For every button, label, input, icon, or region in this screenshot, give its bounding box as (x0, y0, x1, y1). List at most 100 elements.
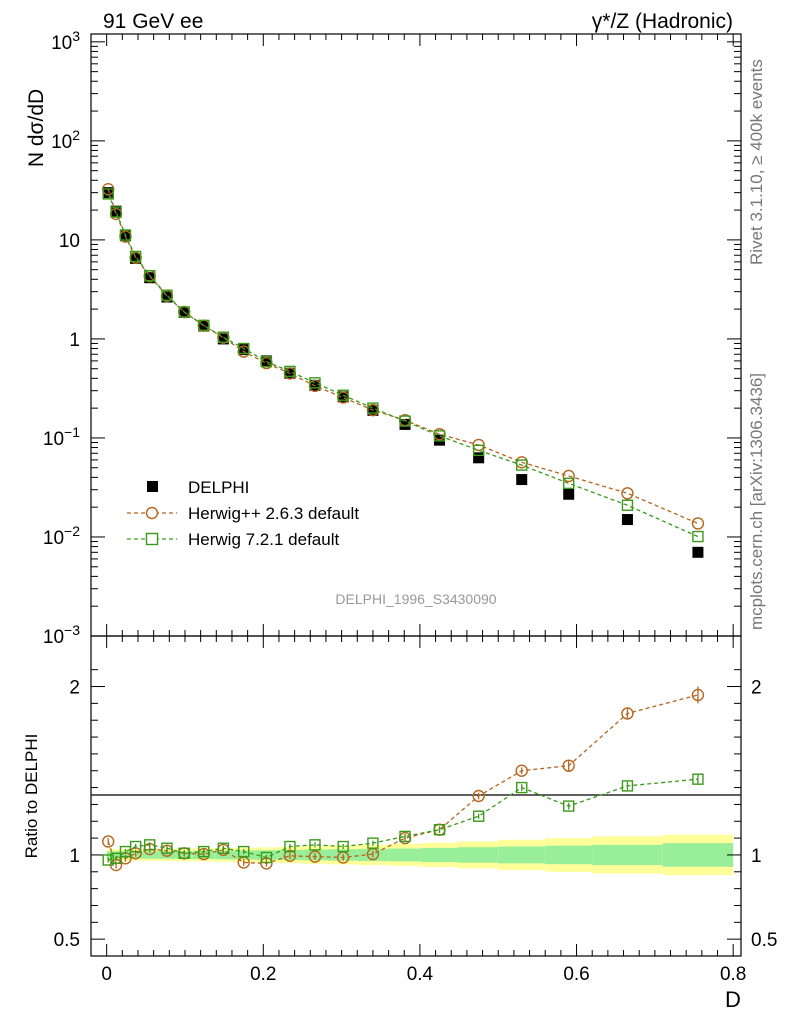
ratio-herwig7-point (161, 842, 173, 854)
band-inner-bin (388, 848, 422, 862)
main-herwig7-point (102, 188, 114, 200)
main-herwig7-point (198, 319, 210, 332)
x-tick-label: 0.8 (720, 964, 746, 985)
band-inner-bin (421, 847, 458, 863)
ratio-herwig7-point (621, 780, 634, 792)
main-delphi-point (399, 418, 411, 430)
band-inner-bin (498, 846, 546, 864)
band-inner-bin (231, 850, 256, 860)
ratio-herwigpp-point (283, 849, 297, 862)
ratio-herwig7-point (472, 810, 485, 822)
ratio-herwig7-point (309, 839, 321, 851)
main-y-tick-label: 10 (59, 231, 80, 252)
ratio-herwig7-point (692, 773, 704, 785)
ratio-herwigpp-point (621, 707, 634, 720)
main-herwig7-point (178, 306, 190, 318)
x-tick-label: 0 (101, 964, 112, 985)
ratio-herwig7-point (110, 852, 122, 865)
main-delphi-point (692, 546, 704, 558)
main-herwig7-point (309, 377, 321, 389)
main-y-tick-label: 10−2 (43, 523, 80, 549)
main-herwig7-point (621, 499, 634, 511)
main-delphi-point (217, 333, 229, 345)
main-herwig7-point (284, 365, 296, 378)
main-herwig7-point (260, 355, 273, 368)
band-inner-bin (158, 851, 176, 859)
band-inner-bin (457, 847, 499, 863)
main-delphi-point (621, 514, 633, 526)
x-tick-label: 0.2 (250, 964, 276, 985)
ratio-herwig7-point (337, 840, 349, 853)
main-herwig7-point (129, 250, 142, 263)
ratio-herwig7-point (178, 847, 190, 859)
ratio-herwig7-point (260, 851, 273, 864)
main-herwig7-point (119, 229, 132, 241)
main-series-layer (102, 183, 705, 558)
main-herwig7-point (161, 289, 173, 301)
legend-delphi-label: DELPHI (188, 478, 249, 497)
mcplots-label: mcplots.cern.ch [arXiv:1306.3436] (747, 373, 766, 630)
x-tick-label: 0.4 (407, 964, 434, 985)
ratio-herwig7-point (367, 837, 379, 849)
ratio-herwig7-point (102, 854, 114, 866)
ratio-herwigpp-point (691, 688, 705, 702)
ratio-herwigpp-point (562, 759, 575, 772)
ratio-herwig7-point (129, 840, 142, 853)
band-inner-bin (327, 849, 358, 861)
band-inner-bin (111, 851, 121, 859)
ratio-y-tick-label-right: 0.5 (751, 930, 777, 951)
main-herwig7-point (692, 530, 704, 543)
main-herwig7-point (472, 444, 485, 457)
main-herwig7-point (238, 342, 250, 355)
main-delphi-point (337, 391, 349, 403)
legend-herwig7-marker (145, 532, 159, 546)
ratio-herwigpp-point (515, 764, 528, 777)
main-herwig7-line (107, 193, 699, 538)
legend: DELPHI Herwig++ 2.6.3 default Herwig 7.2… (127, 478, 359, 549)
main-herwigpp-point (691, 517, 705, 530)
ratio-y-tick-label: 2 (69, 678, 80, 699)
main-delphi-point (144, 272, 156, 284)
legend-herwigpp-marker (145, 506, 159, 520)
main-herwig7-point (144, 269, 156, 282)
ratio-y-axis-label: Ratio to DELPHI (22, 734, 41, 859)
ratio-y-tick-label-right: 1 (751, 846, 762, 867)
header-right-label: γ*/Z (Hadronic) (592, 10, 733, 33)
ratio-herwigpp-point (308, 850, 322, 863)
ratio-herwig7-point (563, 800, 575, 812)
main-y-tick-label: 10−1 (43, 424, 80, 450)
ratio-y-tick-label: 0.5 (54, 930, 80, 951)
main-delphi-point (102, 187, 114, 199)
main-delphi-point (110, 205, 122, 217)
ratio-herwig7-point (217, 842, 230, 854)
main-herwig7-point (217, 331, 230, 343)
main-delphi-point (563, 488, 575, 500)
ratio-herwig7-point (144, 839, 156, 851)
main-herwig7-point (337, 389, 349, 401)
main-herwig7-point (110, 206, 122, 218)
ratio-herwig7-point (238, 845, 250, 858)
x-tick-label: 0.6 (563, 964, 589, 985)
legend-herwig7-label: Herwig 7.2.1 default (188, 530, 339, 549)
rivet-version-label: Rivet 3.1.10, ≥ 400k events (747, 59, 766, 265)
main-herwig7-point (399, 415, 411, 427)
ratio-y-tick-label-right: 2 (751, 678, 762, 699)
main-delphi-point (238, 344, 250, 356)
main-y-axis-label: N dσ/dD (25, 89, 48, 167)
main-y-tick-label: 1 (69, 330, 80, 351)
main-delphi-point (161, 291, 173, 303)
ratio-herwig7-point (399, 830, 411, 843)
uncertainty-band (106, 834, 734, 876)
ratio-herwigpp-point (102, 835, 115, 848)
ratio-y-tick-label: 1 (69, 846, 80, 867)
legend-delphi-marker (147, 481, 158, 492)
main-herwig7-point (516, 459, 528, 471)
ratio-herwig7-line (108, 778, 698, 861)
main-herwigpp-point (621, 487, 634, 500)
main-delphi-point (516, 474, 528, 486)
ratio-panel: 0 0.2 0.4 0.6 0.8 2 2 1 1 0.5 0.5 (54, 635, 777, 985)
ratio-herwig7-point (198, 845, 210, 858)
